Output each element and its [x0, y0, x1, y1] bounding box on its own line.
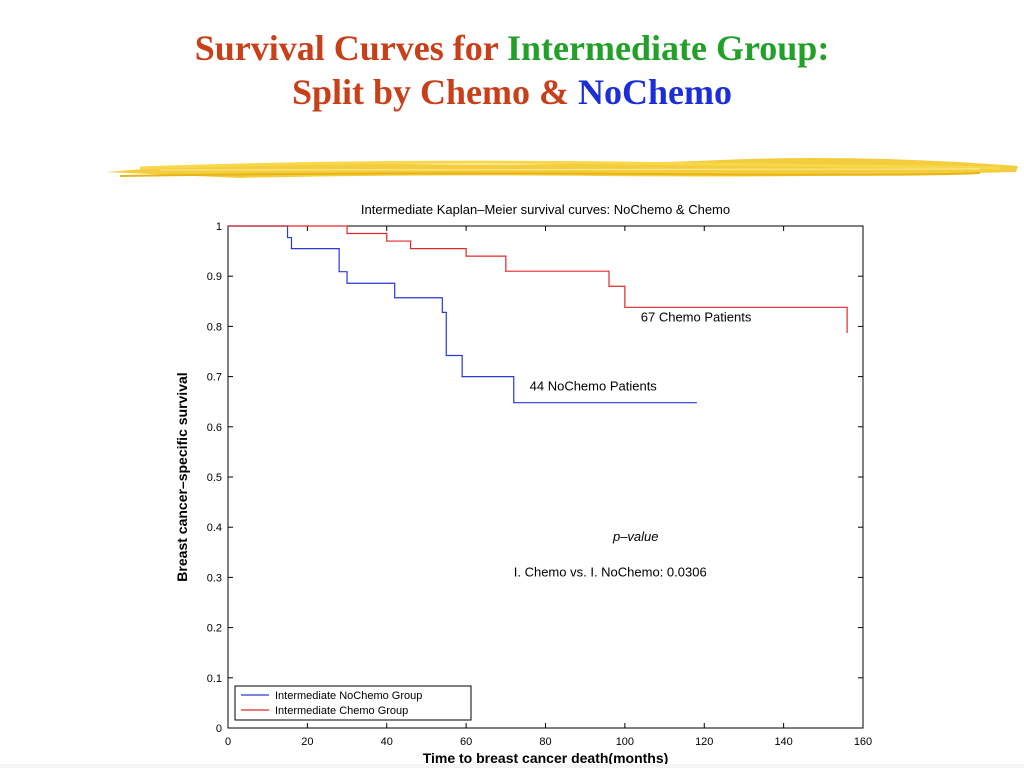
series-point-0	[338, 271, 340, 273]
x-tick-label: 140	[774, 736, 792, 748]
decorative-brush-stroke	[106, 158, 1018, 178]
annotation-0: 67 Chemo Patients	[641, 309, 752, 324]
annotation-2: p–value	[612, 529, 659, 544]
y-tick-label: 0.9	[207, 271, 222, 283]
x-tick-label: 80	[539, 736, 551, 748]
series-point-0	[286, 236, 289, 239]
series-point-0	[290, 247, 293, 250]
title-text-primary-2: Split by Chemo &	[291, 72, 579, 112]
x-tick-label: 40	[381, 736, 393, 748]
slide-title-line-1: Survival Curves for Intermediate Group:	[0, 26, 1024, 70]
title-text-primary: Survival Curves for	[194, 28, 508, 68]
y-tick-label: 0	[216, 723, 222, 735]
series-point-0	[445, 354, 447, 357]
series-point-1	[346, 232, 348, 235]
annotation-3: I. Chemo vs. I. NoChemo: 0.0306	[514, 564, 707, 579]
series-point-0	[346, 282, 348, 284]
series-point-1	[846, 331, 848, 334]
series-point-0	[390, 282, 392, 284]
series-line-1	[228, 225, 848, 333]
x-tick-label: 20	[301, 736, 313, 748]
series-point-0	[437, 297, 439, 299]
x-tick-label: 60	[460, 736, 472, 748]
footer-strip	[0, 764, 1024, 768]
y-tick-label: 0.4	[207, 522, 222, 534]
y-tick-label: 0.2	[207, 623, 222, 635]
series-point-1	[386, 240, 388, 242]
y-axis-label: Breast cancer–specific survival	[174, 372, 190, 581]
series-point-1	[465, 255, 467, 257]
series-point-0	[441, 311, 443, 313]
y-tick-label: 0.6	[207, 422, 222, 434]
legend-entry-1: Intermediate Chemo Group	[275, 705, 408, 717]
x-tick-label: 0	[225, 736, 231, 748]
series-point-0	[294, 247, 297, 250]
series-point-1	[624, 306, 626, 308]
x-tick-label: 100	[616, 736, 634, 748]
series-point-1	[227, 225, 229, 227]
series-point-0	[513, 402, 515, 404]
series-point-0	[695, 402, 697, 404]
legend-entry-0: Intermediate NoChemo Group	[275, 690, 422, 702]
x-tick-label: 120	[695, 736, 713, 748]
title-text-green: Intermediate Group:	[507, 28, 830, 68]
x-tick-label: 160	[854, 736, 872, 748]
series-point-1	[505, 270, 507, 272]
y-tick-label: 1	[216, 221, 222, 233]
series-point-1	[409, 247, 412, 250]
y-tick-label: 0.8	[207, 321, 222, 333]
y-tick-label: 0.3	[207, 572, 222, 584]
annotation-1: 44 NoChemo Patients	[530, 379, 658, 394]
title-text-blue: NoChemo	[578, 72, 732, 112]
series-point-0	[394, 297, 396, 299]
x-axis-label: Time to breast cancer death(months)	[423, 750, 669, 766]
y-tick-label: 0.1	[207, 673, 222, 685]
chart-title: Intermediate Kaplan–Meier survival curve…	[361, 202, 730, 217]
legend-box	[234, 685, 472, 721]
y-tick-label: 0.7	[207, 372, 222, 384]
series-line-0	[228, 225, 697, 404]
slide-title: Survival Curves for Intermediate Group: …	[0, 26, 1024, 114]
plot-frame	[227, 225, 864, 729]
series-point-0	[461, 376, 463, 378]
y-tick-label: 0.5	[207, 472, 222, 484]
series-point-1	[608, 285, 610, 287]
slide-title-line-2: Split by Chemo & NoChemo	[0, 70, 1024, 114]
series-point-0	[298, 247, 301, 250]
